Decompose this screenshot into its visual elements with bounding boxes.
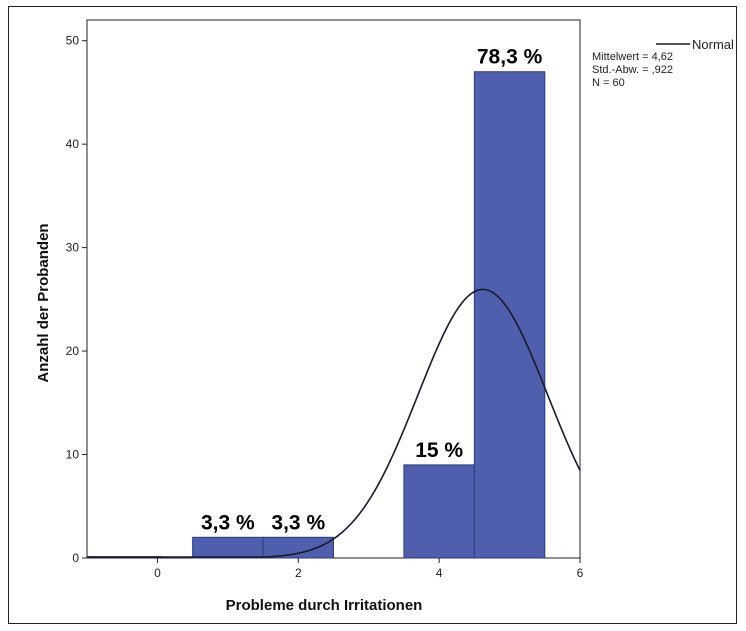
bar-label-3: 15 % — [415, 439, 463, 462]
bar-labels-group: 3,3 % 3,3 % 15 % 78,3 % — [201, 46, 543, 535]
bar-1 — [192, 536, 264, 559]
normal-curve — [87, 288, 581, 558]
legend-n: N = 60 — [592, 77, 625, 89]
bar-2 — [262, 536, 335, 559]
bar-label-2: 3,3 % — [271, 511, 325, 534]
x-tick-label-6: 6 — [577, 566, 584, 580]
x-tick-label-0: 0 — [154, 566, 161, 580]
bars-group — [87, 71, 546, 559]
legend-mean: Mittelwert = 4,62 — [592, 51, 673, 63]
y-tick-label-50: 50 — [66, 34, 80, 48]
y-axis: 0 10 20 30 40 50 — [66, 34, 87, 565]
y-tick-label-10: 10 — [66, 448, 80, 462]
y-tick-label-40: 40 — [66, 137, 80, 151]
chart-frame — [8, 6, 737, 624]
legend-sd: Std.-Abw. = ,922 — [592, 64, 673, 76]
x-axis-title: Probleme durch Irritationen — [226, 597, 423, 614]
x-axis: 0 2 4 6 — [154, 558, 584, 580]
x-tick-label-2: 2 — [295, 566, 302, 580]
y-tick-label-30: 30 — [66, 241, 80, 255]
bar-3 — [403, 464, 475, 559]
legend-series-name: Normal — [692, 37, 734, 52]
y-tick-label-0: 0 — [72, 551, 79, 565]
bar-label-4: 78,3 % — [477, 46, 543, 69]
bar-label-1: 3,3 % — [201, 511, 255, 534]
y-axis-title: Anzahl der Probanden — [35, 223, 52, 382]
x-tick-label-4: 4 — [436, 566, 443, 580]
y-tick-label-20: 20 — [66, 344, 80, 358]
legend: Normal Mittelwert = 4,62 Std.-Abw. = ,92… — [592, 37, 734, 89]
bar-4 — [473, 71, 546, 559]
